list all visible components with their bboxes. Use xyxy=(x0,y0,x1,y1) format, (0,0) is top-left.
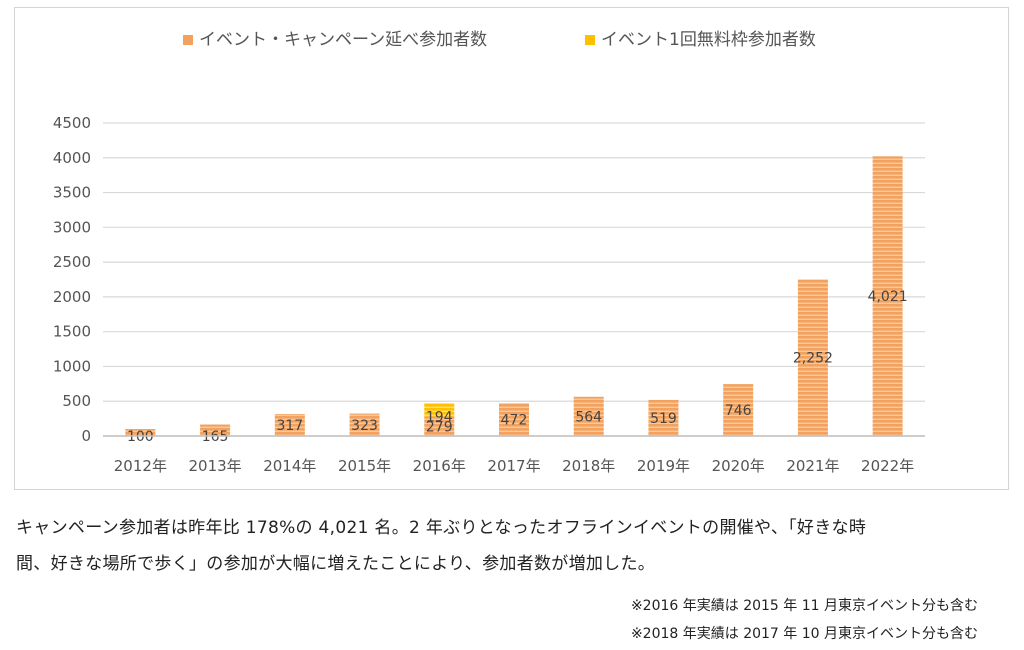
bar-event-participants xyxy=(797,279,828,436)
data-label: 279 xyxy=(426,419,453,435)
bar-event-participants xyxy=(200,424,231,436)
bar-event-participants xyxy=(648,399,679,436)
legend-swatch xyxy=(585,35,595,45)
y-tick-label: 3500 xyxy=(53,184,91,202)
data-label: 746 xyxy=(725,403,752,419)
bar-event-participants xyxy=(499,403,529,436)
x-tick-label: 2014年 xyxy=(263,457,316,475)
x-tick-label: 2018年 xyxy=(562,457,615,475)
bar-event-participants xyxy=(573,396,604,436)
x-axis: 2012年 2013年 2014年 2015年 2016年 2017年 2018年 2019年… xyxy=(103,435,925,475)
note-2016: ※2016 年実績は 2015 年 11 月東京イベント分も含む xyxy=(630,598,978,614)
bar-event-participants xyxy=(125,429,156,436)
data-label: 472 xyxy=(501,413,528,429)
data-label: 317 xyxy=(276,418,303,434)
y-tick-label: 0 xyxy=(81,427,91,445)
legend-label: イベント1回無料枠参加者数 xyxy=(601,30,816,50)
data-label: 4,021 xyxy=(868,289,908,305)
y-tick-label: 2000 xyxy=(53,288,91,306)
chart-frame: イベント・キャンペーン延べ参加者数 イベント1回無料枠参加者数 0 500 1000 1… xyxy=(14,7,1009,490)
gridlines xyxy=(103,122,925,437)
y-tick-label: 1000 xyxy=(53,357,91,375)
bar-event-participants xyxy=(872,156,903,436)
data-label: 100 xyxy=(127,429,154,445)
data-label: 519 xyxy=(650,411,677,427)
data-label: 323 xyxy=(351,418,378,434)
bar-chart: イベント・キャンペーン延べ参加者数 イベント1回無料枠参加者数 0 500 1000 1… xyxy=(53,30,925,475)
x-tick-label: 2016年 xyxy=(413,457,466,475)
legend-label: イベント・キャンペーン延べ参加者数 xyxy=(199,30,487,50)
bar-event-participants xyxy=(723,384,754,436)
x-tick-label: 2017年 xyxy=(487,457,540,475)
y-tick-label: 500 xyxy=(62,392,91,410)
data-label: 194 xyxy=(426,410,453,426)
caption-line-2: 間、好きな場所で歩く」の参加が大幅に増えたことにより、参加者数が増加した。 xyxy=(16,554,656,574)
bars xyxy=(125,156,903,436)
y-tick-label: 3000 xyxy=(53,218,91,236)
y-axis: 0 500 1000 1500 2000 2500 3000 3500 4000 4500 xyxy=(53,114,91,445)
x-tick-label: 2013年 xyxy=(188,457,241,475)
data-label: 165 xyxy=(202,429,229,445)
bar-free-slot-participants xyxy=(424,403,455,417)
y-tick-label: 2500 xyxy=(53,253,91,271)
x-tick-label: 2019年 xyxy=(637,457,690,475)
data-label: 2,252 xyxy=(793,351,833,367)
y-tick-label: 4500 xyxy=(53,114,91,132)
legend: イベント・キャンペーン延べ参加者数 イベント1回無料枠参加者数 xyxy=(183,30,816,50)
data-label: 564 xyxy=(575,409,602,425)
bar-event-participants xyxy=(349,413,380,436)
bar-event-participants xyxy=(274,413,305,436)
note-2018: ※2018 年実績は 2017 年 10 月東京イベント分も含む xyxy=(630,626,978,642)
x-tick-label: 2015年 xyxy=(338,457,391,475)
y-tick-label: 4000 xyxy=(53,149,91,167)
caption-line-1: キャンペーン参加者は昨年比 178%の 4,021 名。2 年ぶりとなったオフラ… xyxy=(16,518,867,538)
legend-swatch xyxy=(183,35,193,45)
x-tick-label: 2020年 xyxy=(712,457,765,475)
x-tick-label: 2021年 xyxy=(786,457,839,475)
x-tick-label: 2022年 xyxy=(861,457,914,475)
x-tick-label: 2012年 xyxy=(114,457,167,475)
bar-event-participants xyxy=(424,416,455,436)
y-tick-label: 1500 xyxy=(53,323,91,341)
